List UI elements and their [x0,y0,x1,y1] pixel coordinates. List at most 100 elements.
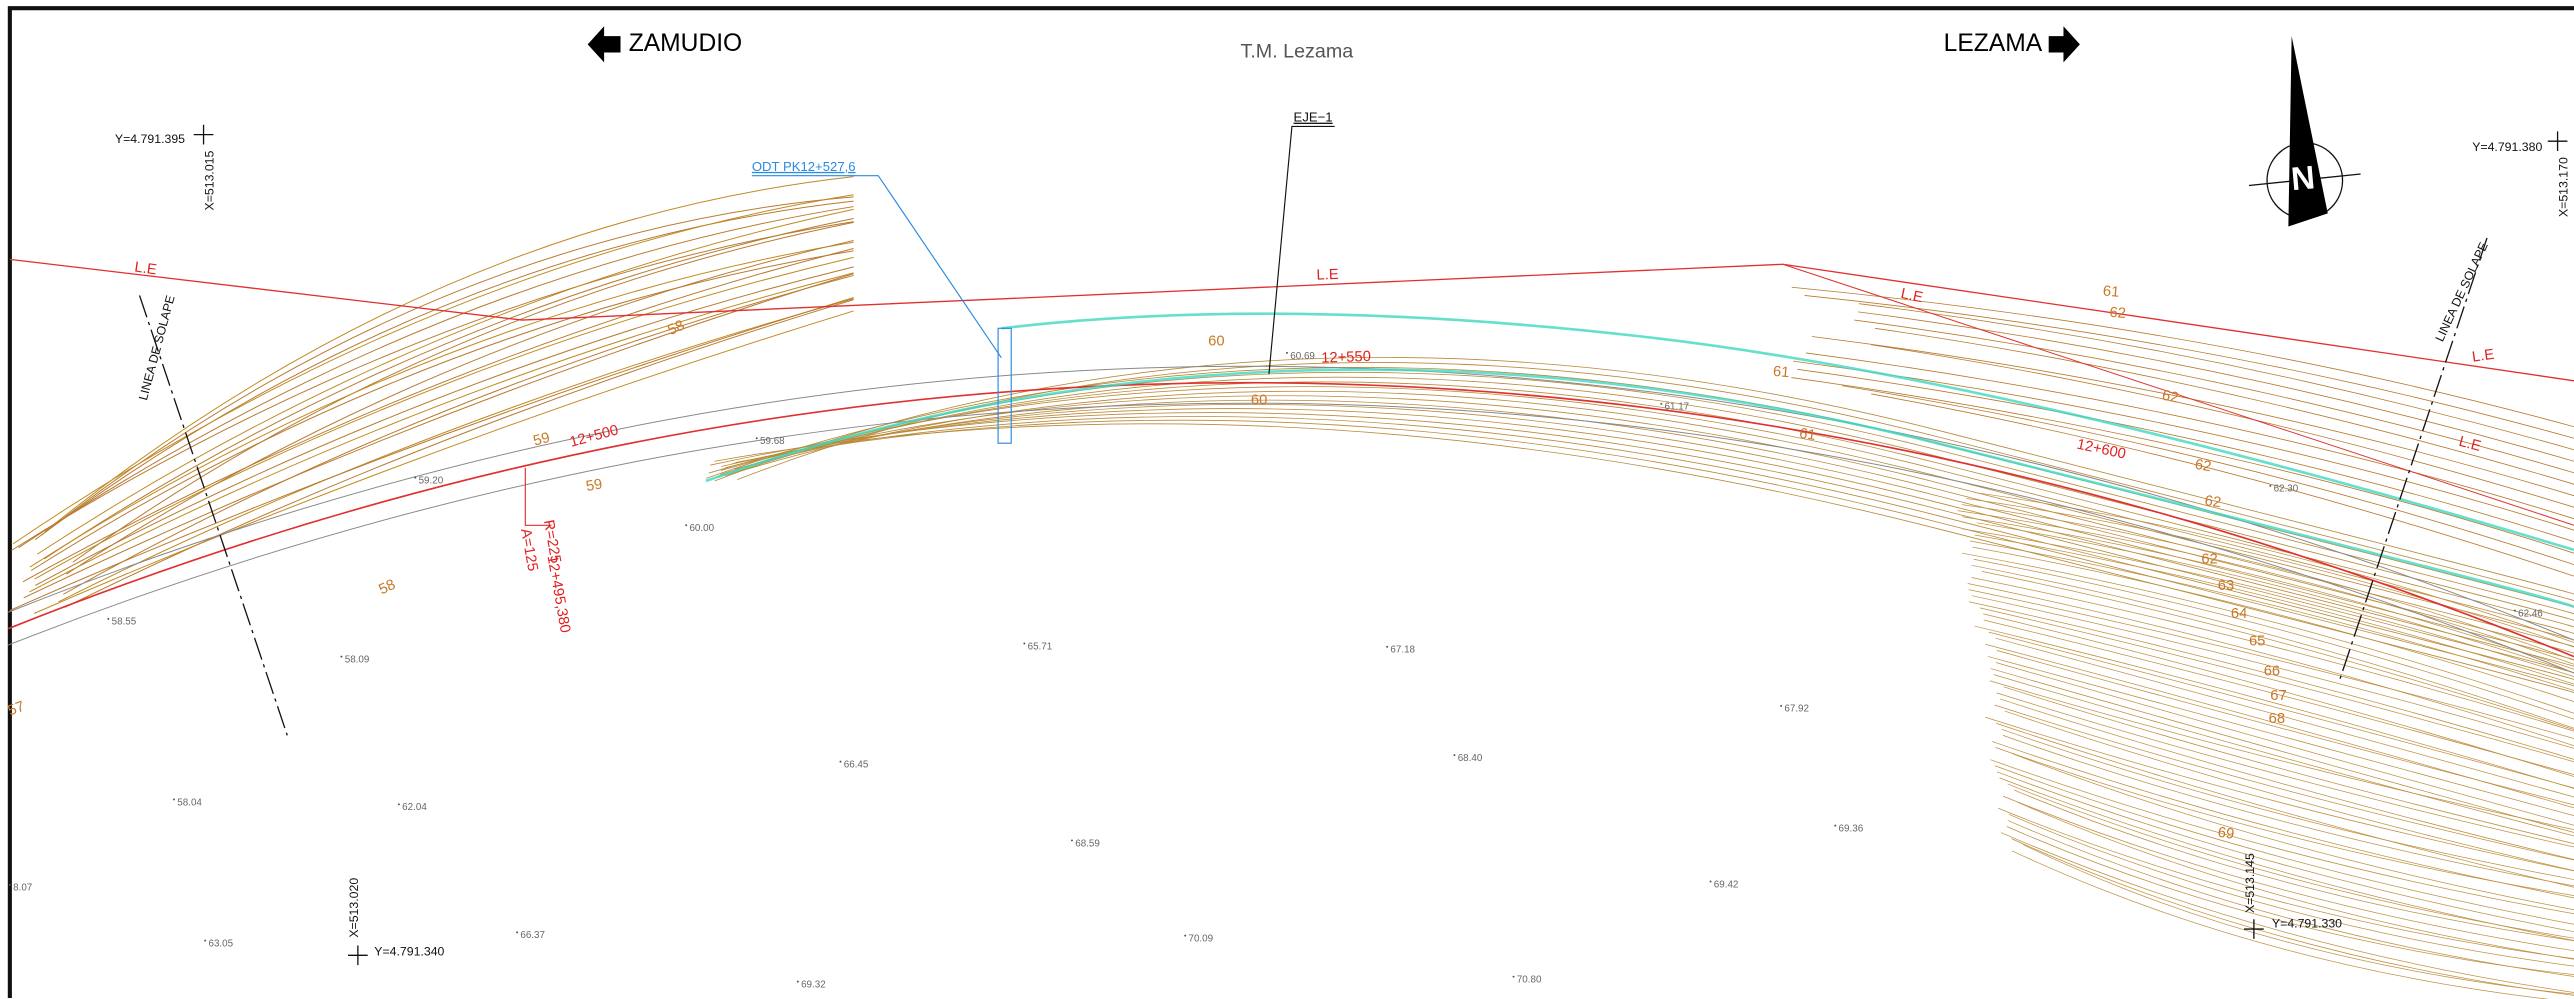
spot-height: 63.05 [208,938,233,949]
map-label: L.E [134,260,158,279]
spot-height: 67.18 [1390,645,1415,656]
contour [44,176,854,532]
contour [2008,813,2574,967]
contour [725,404,2574,661]
spot-dot [340,655,343,658]
contour [721,408,2574,667]
map-label: 12+550 [1321,349,1371,367]
contour [1971,564,2574,729]
spot-height: 67.92 [1784,704,1809,715]
contour [1979,607,2574,763]
contour [1994,704,2574,861]
spot-dot [1780,704,1783,707]
spot-dot [1512,975,1515,978]
spot-height: 60.69 [1290,351,1315,362]
contour [1792,360,2574,531]
contour [1985,716,2574,872]
map-label: X=513.170 [2556,157,2570,217]
spot-height: 65.71 [1028,641,1053,652]
stream [1001,312,2574,552]
contour-label: 64 [2231,606,2247,622]
contour [72,221,854,563]
contour [29,241,854,568]
contour [1996,649,2574,806]
stream [705,368,2574,609]
contour-label: 62 [2109,305,2127,322]
spot-height: 66.45 [844,760,869,771]
contour-label: 57 [6,699,27,720]
contour [1996,692,2574,848]
contour [1974,492,2574,643]
contour [708,386,2574,635]
contour [37,208,854,555]
frame [7,6,2574,999]
curve-marker [524,467,552,526]
spot-dot [1386,645,1389,648]
contour [65,239,854,575]
contour [1974,534,2574,685]
contour-label: 62 [2201,552,2217,568]
coord-cross [2547,131,2568,152]
contour [1995,637,2574,798]
spot-dot [1286,351,1288,354]
spot-dot [173,798,175,801]
contour [35,266,854,586]
spot-dot [1184,934,1187,937]
contour [1842,385,2574,566]
spot-height: 60.00 [689,523,714,534]
contour [44,218,854,560]
spot-height: 62.46 [2518,609,2543,620]
contour [1962,528,2574,677]
contour-label: 59 [532,430,552,450]
contour [2013,789,2574,942]
spot-height: 68.40 [1458,753,1483,764]
contour [2006,826,2574,976]
contour [735,419,2574,687]
spot-dot [1709,880,1712,883]
contour [1871,393,2574,577]
contour [2007,820,2574,977]
spot-dot [204,939,207,942]
spot-height: 62.30 [2274,484,2299,495]
contour [33,310,854,614]
contour [58,298,854,603]
contour [1791,286,2574,428]
boundary-line [9,258,2574,382]
coord-cross [193,124,214,145]
map-label: ODT PK12+527,6 [752,159,856,174]
contour [2017,801,2574,960]
contour [29,272,854,593]
contour [1797,368,2574,543]
contour [1811,336,2574,497]
contour [2003,686,2574,844]
culvert [997,327,1012,444]
spot-height: 66.37 [520,930,545,941]
spot-dot [1070,839,1073,842]
coord-cross [348,945,368,966]
coord-cross [2244,919,2264,939]
contour [1968,601,2574,760]
spot-height: 69.42 [1714,879,1739,890]
contour [1999,698,2574,860]
spot-height: 59.68 [760,436,785,447]
contour [720,381,2574,628]
contour [1989,680,2574,831]
contour-label: 62 [2204,493,2223,511]
map-label: L.E [2457,434,2483,455]
contour [1974,625,2574,789]
contour [1957,510,2574,665]
contour [1804,295,2574,439]
map-label: A=125 [517,527,540,572]
contour [64,299,854,608]
contour [1971,577,2574,732]
map-label: X=513.020 [347,878,361,938]
map-label: ZAMUDIO [629,30,742,57]
contour [9,297,854,611]
spot-dot [1660,402,1663,405]
contour [1981,571,2574,730]
contour-label: 60 [1251,392,1267,408]
contour-label: 68 [2269,711,2285,727]
contour [1988,631,2574,789]
